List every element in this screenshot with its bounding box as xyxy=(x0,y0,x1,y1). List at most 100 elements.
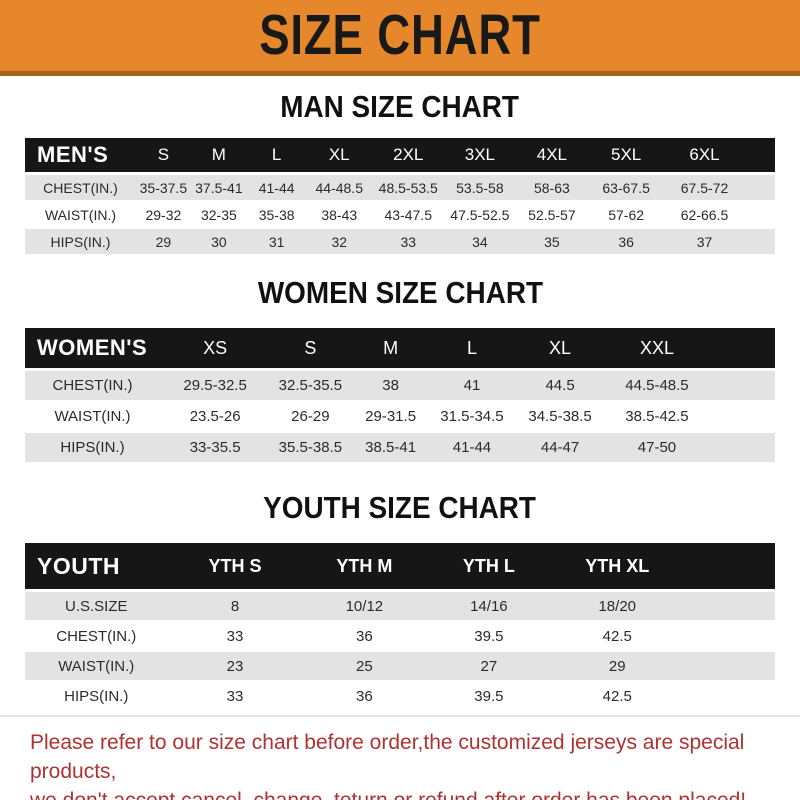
size-value: 38 xyxy=(350,371,431,402)
size-column-header: S xyxy=(136,138,191,175)
row-label: WAIST(IN.) xyxy=(25,652,168,682)
size-value: 62-66.5 xyxy=(664,202,775,229)
table-row: U.S.SIZE 8 10/12 14/16 18/20 xyxy=(25,592,775,622)
size-value: 32 xyxy=(306,229,373,256)
men-size-table: MEN'S S M L XL 2XL 3XL 4XL 5XL 6XL CHEST(IN.) 35-37… xyxy=(25,138,775,256)
size-value: 42.5 xyxy=(551,622,775,652)
disclaimer-text: Please refer to our size chart before or… xyxy=(30,728,780,800)
size-value: 44-48.5 xyxy=(306,175,373,202)
size-value: 44.5-48.5 xyxy=(606,371,775,402)
size-value: 52.5-57 xyxy=(515,202,589,229)
size-value: 31 xyxy=(247,229,307,256)
size-value: 35 xyxy=(515,229,589,256)
table-row: WAIST(IN.) 23.5-26 26-29 29-31.5 31.5-34.5 34… xyxy=(25,402,775,433)
size-column-header: 3XL xyxy=(444,138,516,175)
size-value: 29-31.5 xyxy=(350,402,431,433)
row-label: WAIST(IN.) xyxy=(25,402,160,433)
size-value: 58-63 xyxy=(515,175,589,202)
size-value: 36 xyxy=(302,682,427,712)
size-column-header: YTH XL xyxy=(551,543,775,592)
size-value: 47.5-52.5 xyxy=(444,202,516,229)
size-value: 37.5-41 xyxy=(190,175,247,202)
disclaimer-line-1: Please refer to our size chart before or… xyxy=(30,731,745,783)
table-row: HIPS(IN.) 29 30 31 32 33 34 35 36 37 xyxy=(25,229,775,256)
size-value: 23.5-26 xyxy=(160,402,271,433)
size-value: 33 xyxy=(167,682,303,712)
women-size-table: WOMEN'S XS S M L XL XXL CHEST(IN.) 29.5-32.5 32.5… xyxy=(25,328,775,464)
size-value: 67.5-72 xyxy=(664,175,775,202)
size-value: 36 xyxy=(302,622,427,652)
row-label: CHEST(IN.) xyxy=(25,371,160,402)
size-value: 10/12 xyxy=(302,592,427,622)
size-value: 33 xyxy=(167,622,303,652)
size-column-header: XL xyxy=(513,328,607,371)
size-column-header: YTH L xyxy=(426,543,552,592)
table-band-label: MEN'S xyxy=(25,138,136,175)
size-value: 39.5 xyxy=(426,682,552,712)
men-section-heading: MAN SIZE CHART xyxy=(0,91,800,122)
table-header-row: YOUTH YTH S YTH M YTH L YTH XL xyxy=(25,543,775,592)
size-value: 42.5 xyxy=(551,682,775,712)
size-value: 35-38 xyxy=(247,202,307,229)
table-row: HIPS(IN.) 33-35.5 35.5-38.5 38.5-41 41-44 44-… xyxy=(25,433,775,464)
size-value: 43-47.5 xyxy=(372,202,445,229)
size-value: 14/16 xyxy=(426,592,552,622)
table-row: HIPS(IN.) 33 36 39.5 42.5 xyxy=(25,682,775,712)
row-label: HIPS(IN.) xyxy=(25,682,168,712)
size-column-header: 5XL xyxy=(588,138,664,175)
size-value: 36 xyxy=(588,229,664,256)
size-value: 41-44 xyxy=(430,433,514,464)
table-band-label: WOMEN'S xyxy=(25,328,160,371)
size-column-header: 4XL xyxy=(515,138,589,175)
women-section-heading-text: WOMEN SIZE CHART xyxy=(257,275,543,310)
size-column-header: S xyxy=(270,328,351,371)
size-column-header: L xyxy=(247,138,307,175)
size-value: 34.5-38.5 xyxy=(513,402,607,433)
row-label: U.S.SIZE xyxy=(25,592,168,622)
table-header-row: WOMEN'S XS S M L XL XXL xyxy=(25,328,775,371)
size-value: 29 xyxy=(551,652,775,682)
size-value: 33 xyxy=(372,229,445,256)
size-column-header: M xyxy=(190,138,247,175)
size-value: 33-35.5 xyxy=(160,433,271,464)
size-value: 53.5-58 xyxy=(444,175,516,202)
footer-divider xyxy=(0,715,800,717)
size-column-header: XS xyxy=(160,328,271,371)
size-column-header: XXL xyxy=(606,328,775,371)
size-value: 44-47 xyxy=(513,433,607,464)
women-section-heading: WOMEN SIZE CHART xyxy=(0,277,800,308)
size-column-header: 6XL xyxy=(664,138,775,175)
size-value: 29-32 xyxy=(136,202,191,229)
row-label: CHEST(IN.) xyxy=(25,175,136,202)
row-label: WAIST(IN.) xyxy=(25,202,136,229)
size-value: 38.5-42.5 xyxy=(606,402,775,433)
size-value: 34 xyxy=(444,229,516,256)
size-value: 35-37.5 xyxy=(136,175,191,202)
size-value: 47-50 xyxy=(606,433,775,464)
size-column-header: L xyxy=(430,328,514,371)
row-label: HIPS(IN.) xyxy=(25,229,136,256)
size-column-header: M xyxy=(350,328,431,371)
size-value: 57-62 xyxy=(588,202,664,229)
table-row: CHEST(IN.) 29.5-32.5 32.5-35.5 38 41 44.5 44.5… xyxy=(25,371,775,402)
table-row: WAIST(IN.) 23 25 27 29 xyxy=(25,652,775,682)
size-value: 32-35 xyxy=(190,202,247,229)
size-column-header: YTH S xyxy=(167,543,303,592)
size-value: 31.5-34.5 xyxy=(430,402,514,433)
size-value: 18/20 xyxy=(551,592,775,622)
size-value: 38-43 xyxy=(306,202,373,229)
size-value: 63-67.5 xyxy=(588,175,664,202)
table-row: WAIST(IN.) 29-32 32-35 35-38 38-43 43-47.5 47.… xyxy=(25,202,775,229)
row-label: HIPS(IN.) xyxy=(25,433,160,464)
disclaimer-line-2: we don't accept cancel, change, teturn o… xyxy=(30,786,780,800)
size-value: 35.5-38.5 xyxy=(270,433,351,464)
table-band-label: YOUTH xyxy=(25,543,168,592)
size-value: 25 xyxy=(302,652,427,682)
size-column-header: 2XL xyxy=(372,138,445,175)
men-section-heading-text: MAN SIZE CHART xyxy=(280,89,520,124)
table-row: CHEST(IN.) 33 36 39.5 42.5 xyxy=(25,622,775,652)
size-value: 26-29 xyxy=(270,402,351,433)
size-value: 27 xyxy=(426,652,552,682)
row-label: CHEST(IN.) xyxy=(25,622,168,652)
size-value: 44.5 xyxy=(513,371,607,402)
